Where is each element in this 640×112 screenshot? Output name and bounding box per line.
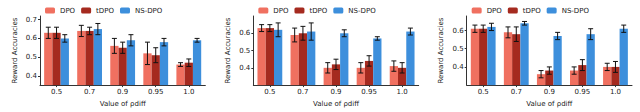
svg-text:DPO: DPO — [60, 7, 76, 15]
svg-text:0.4: 0.4 — [26, 72, 38, 80]
svg-text:0.5: 0.5 — [51, 88, 62, 96]
svg-text:0.7: 0.7 — [84, 88, 95, 96]
svg-text:tDPO: tDPO — [523, 7, 541, 15]
svg-text:Value of ρdiff: Value of ρdiff — [526, 100, 572, 108]
svg-text:0.4: 0.4 — [453, 63, 465, 71]
svg-text:0.7: 0.7 — [511, 88, 522, 96]
svg-text:Reward Accuracies: Reward Accuracies — [224, 17, 232, 83]
svg-text:1.0: 1.0 — [183, 88, 194, 96]
svg-text:0.5: 0.5 — [264, 88, 275, 96]
svg-text:DPO: DPO — [487, 7, 503, 15]
svg-text:0.9: 0.9 — [330, 88, 341, 96]
svg-text:NS-DPO: NS-DPO — [135, 7, 163, 15]
svg-text:0.6: 0.6 — [239, 29, 251, 37]
svg-text:tDPO: tDPO — [96, 7, 114, 15]
svg-text:0.7: 0.7 — [297, 88, 308, 96]
svg-text:DPO: DPO — [273, 7, 289, 15]
svg-text:0.95: 0.95 — [361, 88, 377, 96]
svg-text:NS-DPO: NS-DPO — [562, 7, 590, 15]
svg-text:0.5: 0.5 — [26, 53, 37, 61]
svg-text:0.4: 0.4 — [239, 64, 251, 72]
svg-text:0.95: 0.95 — [148, 88, 164, 96]
svg-text:0.6: 0.6 — [453, 27, 465, 35]
svg-text:Reward Accuracies: Reward Accuracies — [11, 17, 19, 83]
svg-text:0.6: 0.6 — [26, 34, 38, 42]
svg-text:Value of ρdiff: Value of ρdiff — [100, 100, 146, 108]
svg-text:0.7: 0.7 — [26, 16, 37, 24]
svg-text:0.9: 0.9 — [117, 88, 128, 96]
svg-text:NS-DPO: NS-DPO — [348, 7, 376, 15]
svg-text:Value of ρdiff: Value of ρdiff — [313, 100, 359, 108]
svg-text:Reward Accuracies: Reward Accuracies — [437, 17, 445, 83]
svg-text:0.5: 0.5 — [478, 88, 489, 96]
svg-text:0.9: 0.9 — [544, 88, 555, 96]
svg-text:0.5: 0.5 — [239, 47, 250, 55]
svg-text:0.5: 0.5 — [453, 45, 464, 53]
svg-text:1.0: 1.0 — [397, 88, 408, 96]
svg-text:tDPO: tDPO — [309, 7, 327, 15]
svg-text:0.95: 0.95 — [575, 88, 591, 96]
svg-text:1.0: 1.0 — [610, 88, 621, 96]
